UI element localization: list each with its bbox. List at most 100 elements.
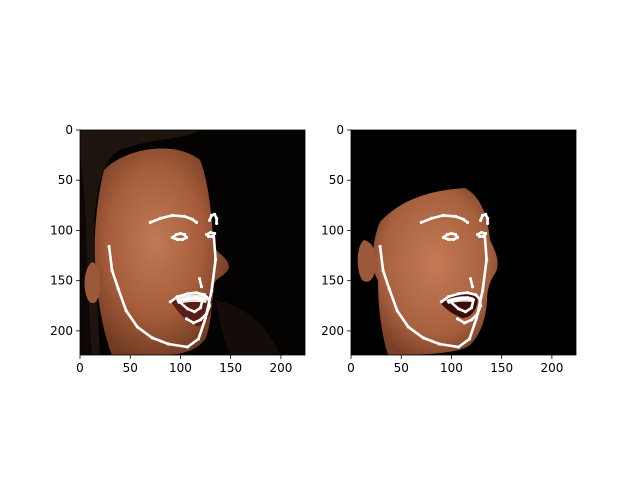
right-landmark-point — [476, 312, 480, 316]
right-landmark-point — [381, 269, 385, 273]
right-landmark-point — [469, 306, 474, 310]
left-axis-ticks: 0 50 100 150 200 0 50 100 150 200 — [50, 123, 292, 375]
left-landmark-point — [158, 216, 162, 220]
right-landmark-point — [453, 214, 458, 218]
left-landmark-point — [194, 220, 199, 224]
left-ytick-label: 0 — [65, 123, 73, 137]
right-landmark-point — [441, 235, 445, 240]
right-landmark-point — [486, 221, 490, 225]
right-landmark-point — [445, 232, 449, 237]
left-landmark-point — [182, 232, 187, 237]
right-ytick-label: 50 — [329, 173, 344, 187]
left-landmark-point — [196, 337, 201, 341]
right-landmark-point — [449, 231, 453, 236]
right-landmark-point — [463, 310, 468, 314]
right-ytick-label: 0 — [336, 123, 344, 137]
left-xtick-label: 50 — [123, 361, 138, 375]
right-landmark-point — [478, 234, 482, 239]
right-landmarks — [378, 212, 490, 349]
right-axes-frame — [350, 129, 577, 356]
left-landmark-point — [205, 232, 209, 237]
left-landmark-point — [175, 237, 179, 242]
left-landmark-point — [215, 216, 219, 220]
left-landmark-point — [170, 213, 174, 217]
right-landmark-point — [461, 217, 466, 221]
left-landmark-point — [197, 277, 202, 281]
left-xtick-label: 0 — [76, 361, 84, 375]
right-landmark-point — [441, 213, 445, 217]
right-landmark-point — [453, 232, 458, 237]
right-landmark-point — [468, 277, 473, 281]
right-landmark-point — [455, 317, 460, 321]
left-ytick-label: 50 — [58, 173, 73, 187]
right-landmark-point — [484, 212, 488, 216]
right-landmark-point — [467, 337, 472, 341]
left-ytick-label: 200 — [50, 324, 73, 338]
right-landmark-point — [465, 296, 470, 300]
left-landmark-point — [170, 235, 174, 240]
left-landmark-point — [185, 292, 190, 296]
right-landmark-point — [419, 220, 423, 224]
right-landmark-point — [439, 300, 443, 304]
left-face-photo — [80, 130, 280, 355]
right-xtick-label: 150 — [490, 361, 513, 375]
right-landmark-point — [387, 287, 391, 291]
right-landmark-point — [456, 292, 461, 296]
right-landmark-point — [455, 235, 460, 240]
left-ytick-label: 150 — [50, 274, 73, 288]
right-landmark-point — [378, 244, 382, 249]
right-landmark-point — [456, 307, 461, 311]
right-xtick-label: 50 — [394, 361, 409, 375]
right-landmark-point — [474, 293, 478, 297]
right-landmark-point — [476, 232, 480, 237]
left-landmark-point — [110, 269, 114, 273]
right-axis-ticks: 0 50 100 150 200 0 50 100 150 200 — [321, 123, 563, 375]
right-landmark-point — [451, 237, 456, 242]
right-landmark-point — [406, 325, 410, 329]
left-xtick-label: 100 — [169, 361, 192, 375]
right-xtick-label: 200 — [540, 361, 563, 375]
left-landmark-point — [190, 217, 195, 221]
right-xtick-label: 100 — [440, 361, 463, 375]
left-landmark-point — [207, 297, 211, 301]
left-landmark-point — [207, 234, 211, 239]
right-landmark-point — [456, 297, 461, 301]
right-landmark-point — [465, 291, 470, 295]
left-landmark-point — [174, 232, 178, 237]
right-landmark-point — [462, 321, 467, 325]
hair-shape — [80, 130, 200, 355]
left-landmarks — [107, 212, 219, 349]
right-landmark-point — [471, 298, 476, 302]
left-landmark-point — [208, 218, 212, 222]
left-landmark-point — [185, 345, 190, 349]
left-landmark-point — [194, 291, 199, 295]
right-landmark-point — [478, 297, 482, 301]
left-landmark-point — [176, 299, 180, 303]
left-landmark-point — [213, 231, 217, 236]
right-landmark-point — [479, 304, 483, 308]
right-landmark-point — [479, 218, 483, 222]
left-landmark-point — [150, 336, 154, 340]
left-landmark-point — [184, 235, 189, 240]
left-landmark-point — [213, 212, 217, 216]
left-landmark-point — [209, 230, 213, 235]
left-landmark-point — [178, 231, 182, 236]
render-ear-shape — [357, 240, 376, 282]
right-landmark-point — [446, 295, 450, 299]
right-landmark-point — [429, 216, 433, 220]
left-landmark-point — [194, 296, 199, 300]
right-ytick-label: 100 — [321, 223, 344, 237]
left-landmark-point — [215, 221, 219, 225]
left-landmark-point — [124, 309, 128, 313]
left-landmark-point — [107, 244, 111, 249]
left-landmark-point — [166, 342, 170, 346]
right-landmark-point — [485, 258, 489, 262]
right-panel: 0 50 100 150 200 0 50 100 150 200 — [321, 123, 577, 375]
left-landmark-point — [135, 325, 139, 329]
left-landmark-point — [208, 304, 212, 308]
left-landmark-point — [116, 287, 120, 291]
left-landmark-point — [199, 285, 204, 289]
left-axes-frame — [79, 129, 306, 356]
right-landmark-point — [481, 289, 485, 293]
